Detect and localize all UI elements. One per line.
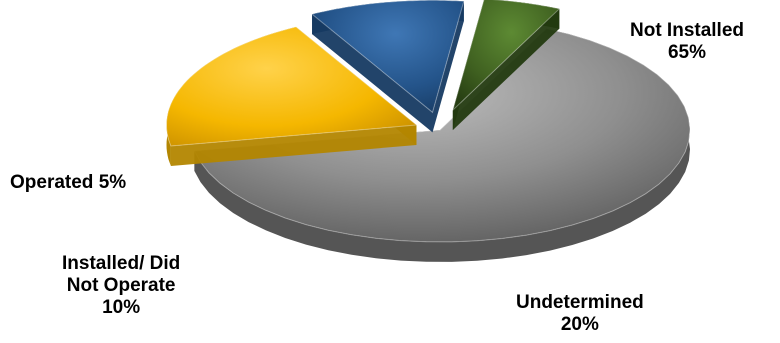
label-installed-line1: Installed/ Did (62, 253, 181, 274)
slice-not-installed-top (193, 28, 691, 243)
label-installed-line2: Not Operate (66, 275, 176, 296)
label-undetermined: Undetermined 20% (516, 292, 644, 336)
label-operated: Operated 5% (10, 172, 126, 194)
label-installed-did-not-operate: Installed/ Did Not Operate 10% (62, 253, 180, 319)
label-not-installed-value: 65% (667, 42, 707, 63)
slice-operated-top (451, 0, 561, 112)
label-not-installed-name: Not Installed (630, 20, 745, 41)
label-installed-value: 10% (102, 297, 141, 318)
label-not-installed: Not Installed 65% (630, 20, 744, 64)
slice-installed-did-not-operate-top (311, 0, 465, 114)
label-operated-text: Operated 5% (10, 172, 127, 193)
slice-installed-did-not-operate-wall-1 (432, 1, 464, 133)
slice-installed-did-not-operate-wall-0 (312, 14, 433, 133)
label-undetermined-name: Undetermined (516, 292, 644, 313)
slice-operated (451, 0, 561, 131)
slice-undetermined-top (165, 26, 418, 147)
slice-undetermined (165, 26, 418, 167)
label-undetermined-value: 20% (560, 314, 599, 335)
slice-operated-wall-1 (452, 8, 560, 131)
slice-undetermined-wall-0 (170, 125, 417, 167)
slices-layer (165, 0, 691, 262)
slice-installed-did-not-operate (311, 0, 465, 133)
